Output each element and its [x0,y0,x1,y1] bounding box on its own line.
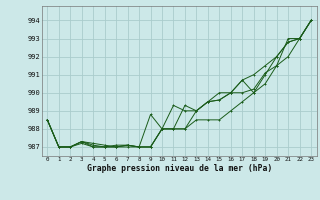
X-axis label: Graphe pression niveau de la mer (hPa): Graphe pression niveau de la mer (hPa) [87,164,272,173]
